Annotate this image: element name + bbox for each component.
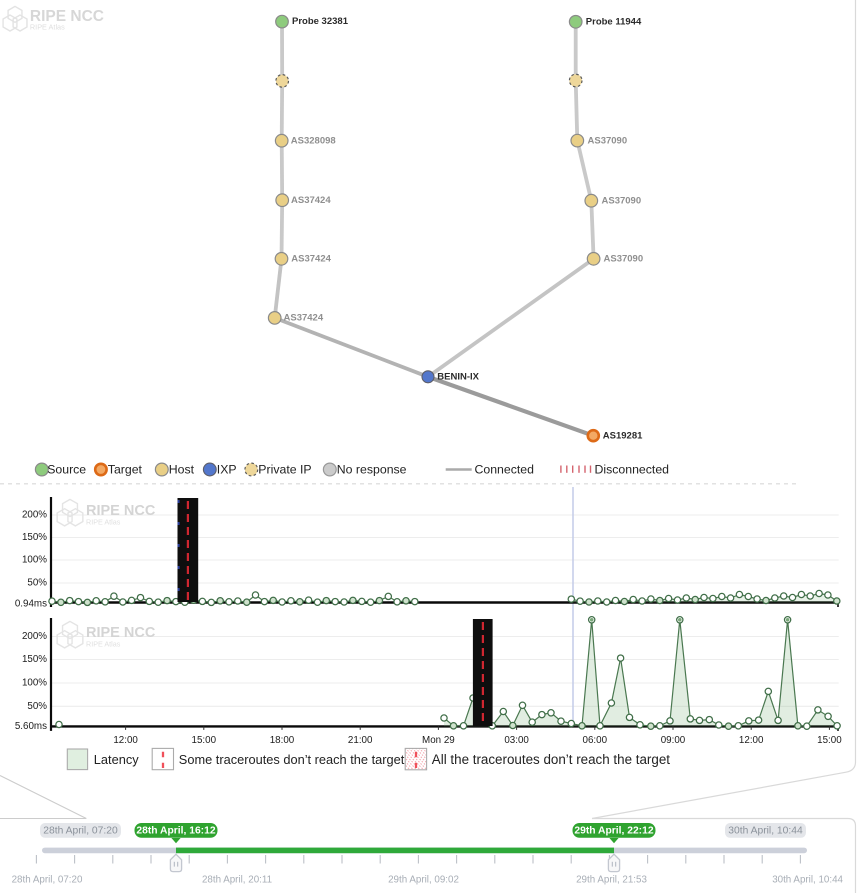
svg-text:AS37090: AS37090 — [588, 135, 628, 146]
svg-text:06:00: 06:00 — [583, 735, 608, 746]
svg-text:Some traceroutes don’t reach t: Some traceroutes don’t reach the target — [179, 752, 405, 767]
svg-text:150%: 150% — [22, 654, 47, 665]
svg-text:15:00: 15:00 — [817, 735, 842, 746]
svg-text:Source: Source — [47, 463, 86, 477]
svg-text:RIPE NCC: RIPE NCC — [30, 8, 104, 25]
svg-text:Disconnected: Disconnected — [595, 463, 670, 477]
svg-text:AS37424: AS37424 — [284, 313, 324, 324]
svg-text:All the traceroutes don’t reac: All the traceroutes don’t reach the targ… — [432, 752, 670, 767]
svg-text:18:00: 18:00 — [270, 735, 295, 746]
svg-text:28th April, 07:20: 28th April, 07:20 — [12, 874, 83, 885]
svg-text:03:00: 03:00 — [504, 735, 529, 746]
svg-text:Probe 11944: Probe 11944 — [586, 16, 642, 27]
svg-text:AS328098: AS328098 — [291, 136, 336, 147]
svg-text:100%: 100% — [22, 678, 47, 689]
svg-text:30th April, 10:44: 30th April, 10:44 — [728, 825, 803, 836]
svg-text:12:00: 12:00 — [739, 735, 764, 746]
svg-text:Connected: Connected — [475, 463, 535, 477]
svg-text:RIPE Atlas: RIPE Atlas — [86, 640, 121, 649]
svg-text:28th April, 07:20: 28th April, 07:20 — [43, 825, 118, 836]
svg-text:09:00: 09:00 — [661, 735, 686, 746]
svg-text:RIPE Atlas: RIPE Atlas — [86, 518, 121, 527]
svg-text:50%: 50% — [27, 701, 47, 712]
svg-text:AS37424: AS37424 — [291, 195, 331, 206]
svg-text:Latency: Latency — [94, 752, 139, 767]
svg-text:29th April, 21:53: 29th April, 21:53 — [576, 874, 647, 885]
svg-text:BENIN-IX: BENIN-IX — [437, 372, 479, 383]
svg-text:29th April, 22:12: 29th April, 22:12 — [574, 825, 653, 836]
svg-text:RIPE NCC: RIPE NCC — [86, 503, 156, 519]
svg-text:50%: 50% — [27, 578, 47, 589]
svg-text:30th April, 10:44: 30th April, 10:44 — [772, 874, 843, 885]
svg-text:Probe 32381: Probe 32381 — [292, 16, 349, 27]
svg-text:AS37090: AS37090 — [602, 196, 642, 207]
svg-text:21:00: 21:00 — [348, 735, 373, 746]
svg-text:Private IP: Private IP — [258, 463, 311, 477]
svg-text:15:00: 15:00 — [192, 735, 217, 746]
svg-text:AS37424: AS37424 — [291, 254, 331, 265]
svg-text:AS37090: AS37090 — [604, 254, 644, 265]
svg-text:200%: 200% — [22, 631, 47, 642]
svg-text:Mon 29: Mon 29 — [422, 735, 455, 746]
svg-text:No response: No response — [337, 463, 407, 477]
svg-text:5.60ms: 5.60ms — [15, 721, 47, 732]
svg-text:200%: 200% — [22, 510, 47, 521]
svg-text:Target: Target — [108, 463, 143, 477]
svg-text:28th April, 20:11: 28th April, 20:11 — [202, 874, 272, 885]
svg-text:RIPE NCC: RIPE NCC — [86, 625, 156, 641]
svg-text:RIPE Atlas: RIPE Atlas — [30, 23, 65, 32]
svg-text:Host: Host — [169, 463, 195, 477]
svg-text:28th April, 16:12: 28th April, 16:12 — [136, 825, 215, 836]
svg-text:AS19281: AS19281 — [603, 431, 643, 442]
svg-text:0.94ms: 0.94ms — [15, 599, 47, 610]
svg-text:12:00: 12:00 — [113, 735, 138, 746]
svg-text:100%: 100% — [22, 555, 47, 566]
svg-text:IXP: IXP — [217, 463, 237, 477]
svg-text:150%: 150% — [22, 532, 47, 543]
svg-text:29th April, 09:02: 29th April, 09:02 — [388, 874, 459, 885]
